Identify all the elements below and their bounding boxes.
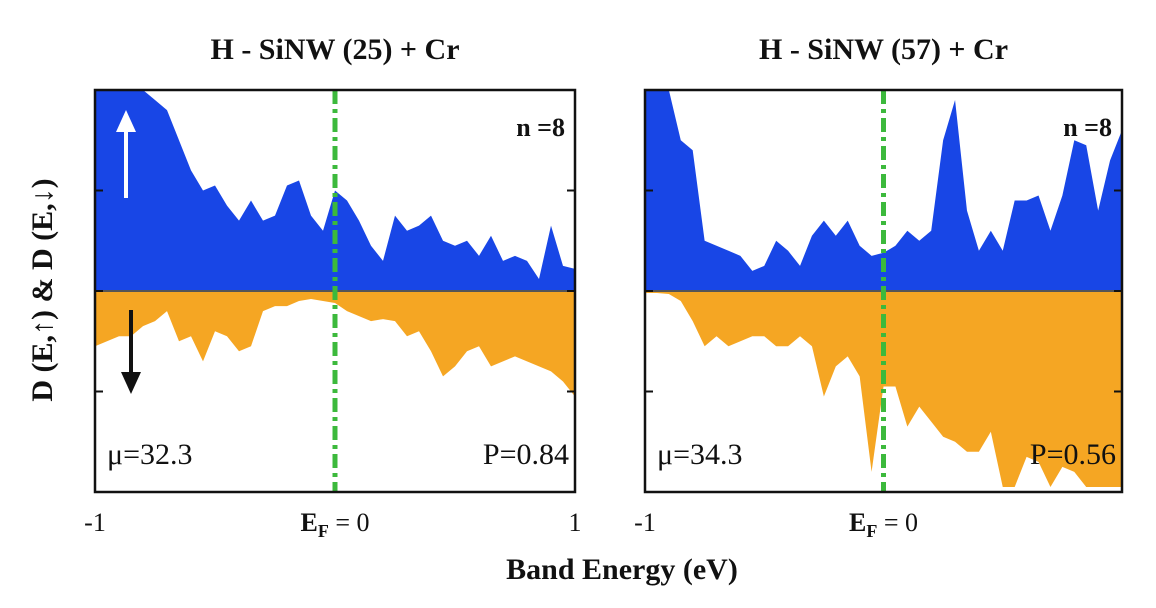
area <box>645 291 1122 487</box>
x-tick-label: EF = 0 <box>849 508 918 541</box>
spin-up-arrow <box>116 110 136 198</box>
x-tick-label: 1 <box>569 508 582 537</box>
x-axis-label: Band Energy (eV) <box>506 553 738 586</box>
label-part: = 0 <box>329 508 370 537</box>
area <box>95 291 575 397</box>
x-tick-label: -1 <box>84 508 106 537</box>
annotation: n =8 <box>516 113 565 142</box>
annotation: μ=32.3 <box>107 438 193 471</box>
frame <box>93 88 577 494</box>
panel: H - SiNW (25) + Cr -1 EF = 0 1 n =8 μ=32.3 P=0… <box>84 33 581 541</box>
chart-title: H - SiNW (57) + Cr <box>759 33 1008 66</box>
annotation: n =8 <box>1063 113 1112 142</box>
x-tick-label: -1 <box>634 508 656 537</box>
area <box>645 90 1122 291</box>
annotation: P=0.56 <box>1030 438 1116 471</box>
frame <box>643 88 1124 494</box>
annotation: μ=34.3 <box>657 438 743 471</box>
label-part: E <box>300 508 317 537</box>
label-part: E <box>849 508 866 537</box>
annotation: P=0.84 <box>483 438 569 471</box>
panel: H - SiNW (57) + Cr -1 EF = 0 n =8 μ=34.3 P=0.… <box>634 33 1124 541</box>
label-part: = 0 <box>877 508 918 537</box>
area <box>95 90 575 291</box>
label-sub: F <box>318 521 329 541</box>
label-sub: F <box>866 521 877 541</box>
y-axis-label: D (E,↑) & D (E,↓) <box>26 178 59 401</box>
chart-title: H - SiNW (25) + Cr <box>210 33 459 66</box>
x-tick-label: EF = 0 <box>300 508 369 541</box>
spin-down-arrow <box>121 310 141 394</box>
